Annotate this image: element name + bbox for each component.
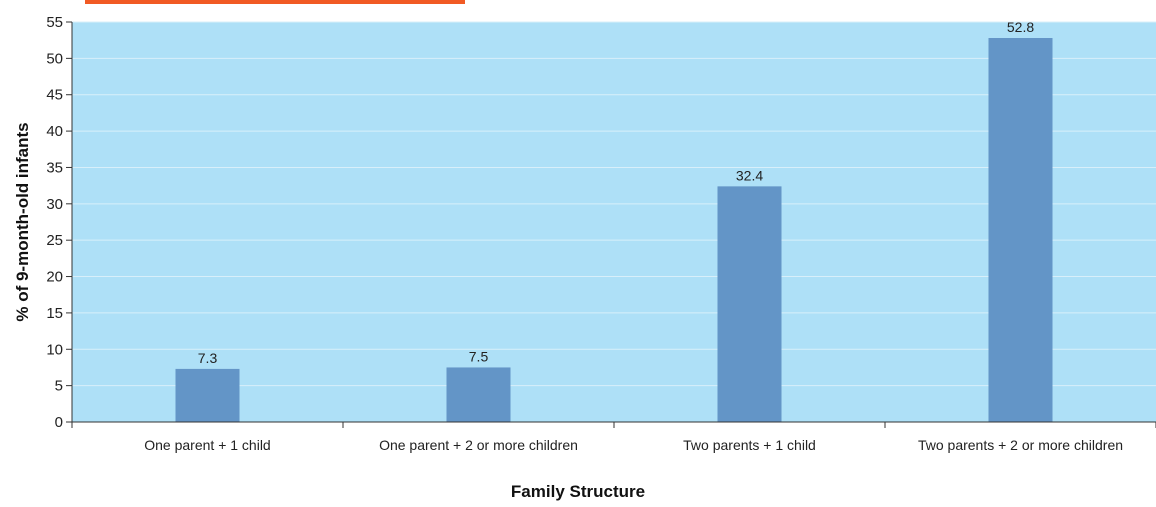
x-tick-label: Two parents + 2 or more children [918,437,1123,453]
plot-area [72,22,1156,422]
y-tick-label: 10 [46,341,63,358]
axes: 0 5 10 15 20 25 30 35 40 45 50 55 One parent + 1 chi… [46,14,1156,453]
data-label: 52.8 [1007,19,1034,35]
y-tick-label: 45 [46,87,63,104]
y-tick-label: 55 [46,14,63,31]
data-label: 7.3 [198,350,218,366]
bar [988,38,1053,422]
y-axis-title: % of 9-month-old infants [13,122,32,321]
top-accent [85,0,465,4]
bar [717,186,782,422]
x-tick-label: One parent + 2 or more children [379,437,578,453]
y-tick-label: 20 [46,269,63,286]
y-tick-label: 15 [46,305,63,322]
y-tick-label: 40 [46,123,63,140]
y-tick-label: 30 [46,196,63,213]
data-label: 32.4 [736,167,763,183]
x-axis-title: Family Structure [511,482,645,501]
data-labels: 7.3 7.5 32.4 52.8 [198,19,1035,366]
y-tick-label: 35 [46,159,63,176]
gridlines [72,21,1156,387]
y-tick-label: 0 [55,414,63,431]
y-tick-label: 5 [55,378,63,395]
data-label: 7.5 [469,348,489,364]
y-tick-label: 25 [46,232,63,249]
bars [175,38,1053,422]
x-tick-label: Two parents + 1 child [683,437,816,453]
bar [446,367,511,422]
bar [175,368,240,422]
y-tick-label: 50 [46,50,63,67]
x-tick-label: One parent + 1 child [144,437,270,453]
